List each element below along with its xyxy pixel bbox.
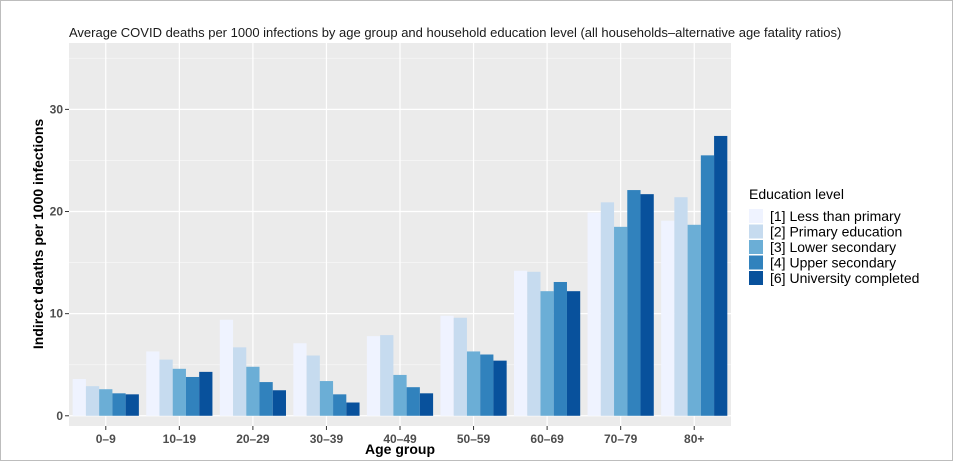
- bar: [600, 202, 615, 416]
- legend-label: [1] Less than primary: [770, 208, 901, 224]
- bar: [333, 394, 347, 416]
- legend-title: Education level: [749, 186, 844, 202]
- x-tick-label: 40–49: [383, 432, 417, 446]
- x-tick-label: 60–69: [530, 432, 564, 446]
- bar: [527, 271, 541, 416]
- bar: [406, 387, 420, 416]
- chart-title: Average COVID deaths per 1000 infections…: [69, 25, 841, 40]
- bar: [440, 315, 454, 416]
- bar: [72, 379, 86, 416]
- x-tick-label: 30–39: [310, 432, 344, 446]
- legend-label: [2] Primary education: [770, 224, 902, 240]
- y-axis-title: Indirect deaths per 1000 infections: [30, 119, 46, 350]
- bar: [346, 402, 360, 416]
- bar: [185, 376, 200, 416]
- bar: [159, 359, 173, 416]
- bar: [553, 281, 567, 416]
- bar: [687, 224, 701, 416]
- bar: [85, 386, 100, 416]
- bars-group: [72, 135, 728, 416]
- x-axis-title: Age group: [365, 441, 435, 457]
- bar: [540, 291, 554, 416]
- bar: [293, 343, 307, 416]
- x-tick-label: 70–79: [604, 432, 638, 446]
- y-tick-label: 0: [56, 409, 63, 423]
- bar: [566, 291, 581, 416]
- bar: [366, 336, 381, 416]
- bar: [587, 212, 601, 416]
- legend-swatch: [749, 255, 763, 270]
- bar: [306, 355, 320, 416]
- x-tick-label: 10–19: [163, 432, 197, 446]
- bar: [674, 197, 688, 416]
- bar: [453, 317, 467, 416]
- bar: [146, 351, 160, 416]
- bar: [640, 194, 654, 416]
- y-tick-label: 10: [50, 307, 64, 321]
- bar: [99, 389, 113, 416]
- y-axis: 0 10 20 30: [50, 102, 69, 423]
- bar: [493, 360, 507, 416]
- legend-label: [4] Upper secondary: [770, 255, 896, 271]
- legend-label: [6] University completed: [770, 270, 919, 286]
- legend-swatch: [749, 271, 763, 285]
- bar: [480, 354, 494, 416]
- bar: [627, 190, 641, 416]
- bar: [714, 135, 728, 416]
- x-tick-label: 0–9: [96, 432, 116, 446]
- bar: [172, 368, 186, 416]
- bar: [419, 393, 434, 416]
- bar: [514, 270, 528, 416]
- bar: [700, 155, 715, 416]
- legend-swatch: [749, 240, 763, 254]
- y-tick-label: 30: [50, 102, 64, 116]
- legend: Education level [1] Less than primary[2]…: [749, 186, 919, 286]
- bar: [219, 319, 234, 416]
- x-tick-label: 80+: [684, 432, 704, 446]
- legend-swatch: [749, 209, 763, 223]
- bar: [199, 371, 213, 416]
- bar: [233, 347, 247, 416]
- bar: [614, 226, 628, 416]
- x-tick-label: 50–59: [457, 432, 491, 446]
- bar: [380, 335, 394, 416]
- bar: [393, 374, 407, 416]
- legend-items: [1] Less than primary[2] Primary educati…: [749, 208, 919, 286]
- bar: [272, 390, 286, 416]
- grid-lines: [69, 43, 731, 426]
- bar: [112, 393, 126, 416]
- bar: [259, 382, 273, 416]
- x-axis: 0–9 10–19 20–29 30–39 40–49 50–59 60–69 70–79 80…: [96, 426, 704, 446]
- legend-swatch: [749, 224, 763, 239]
- bar: [319, 381, 334, 416]
- bar: [466, 351, 481, 416]
- y-tick-label: 20: [50, 205, 64, 219]
- bar: [125, 394, 139, 416]
- x-tick-label: 20–29: [236, 432, 270, 446]
- bar: [246, 366, 260, 416]
- bar: [661, 220, 675, 416]
- legend-label: [3] Lower secondary: [770, 239, 896, 255]
